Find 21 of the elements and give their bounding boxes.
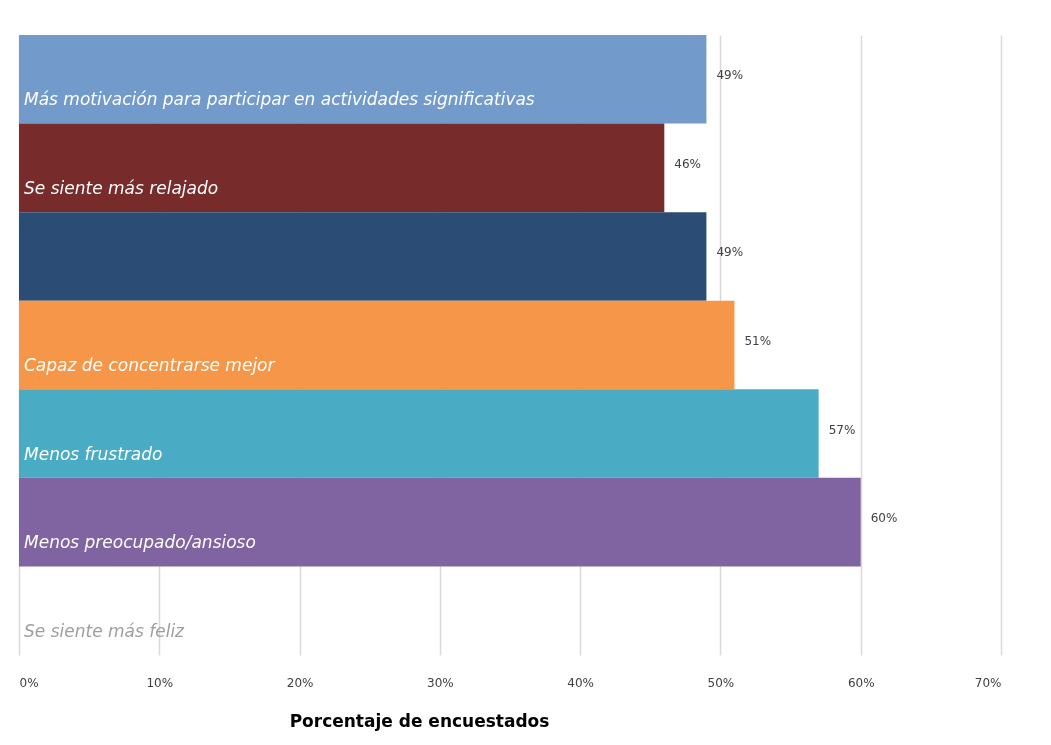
y-tick-label: Se siente más relajado bbox=[24, 177, 219, 198]
x-tick-label: 60% bbox=[847, 675, 875, 690]
y-tick-label: Menos frustrado bbox=[24, 443, 163, 464]
x-tick-label: 70% bbox=[974, 675, 1002, 690]
x-tick-label: 40% bbox=[567, 675, 594, 690]
y-tick-label: Menos preocupado/ansioso bbox=[24, 532, 256, 553]
x-tick-label: 20% bbox=[286, 675, 314, 690]
data-label: 51% bbox=[744, 334, 772, 348]
data-label: 49% bbox=[716, 245, 744, 260]
data-label: 49% bbox=[716, 68, 744, 83]
data-label: 60% bbox=[870, 511, 898, 526]
y-tick-label: Más motivación para participar en actividades significativas bbox=[24, 89, 535, 110]
data-label: 57% bbox=[828, 422, 856, 437]
x-tick-label: 0% bbox=[19, 675, 39, 690]
data-label: 46% bbox=[674, 156, 701, 171]
x-axis-title: Porcentaje de encuestados bbox=[289, 710, 550, 731]
y-tick-label: Se siente más feliz bbox=[24, 620, 186, 641]
y-tick-label: Capaz de concentrarse mejor bbox=[24, 355, 276, 375]
x-tick-label: 50% bbox=[707, 675, 735, 690]
x-tick-label: 30% bbox=[427, 675, 454, 690]
x-tick-label: 10% bbox=[146, 675, 174, 690]
